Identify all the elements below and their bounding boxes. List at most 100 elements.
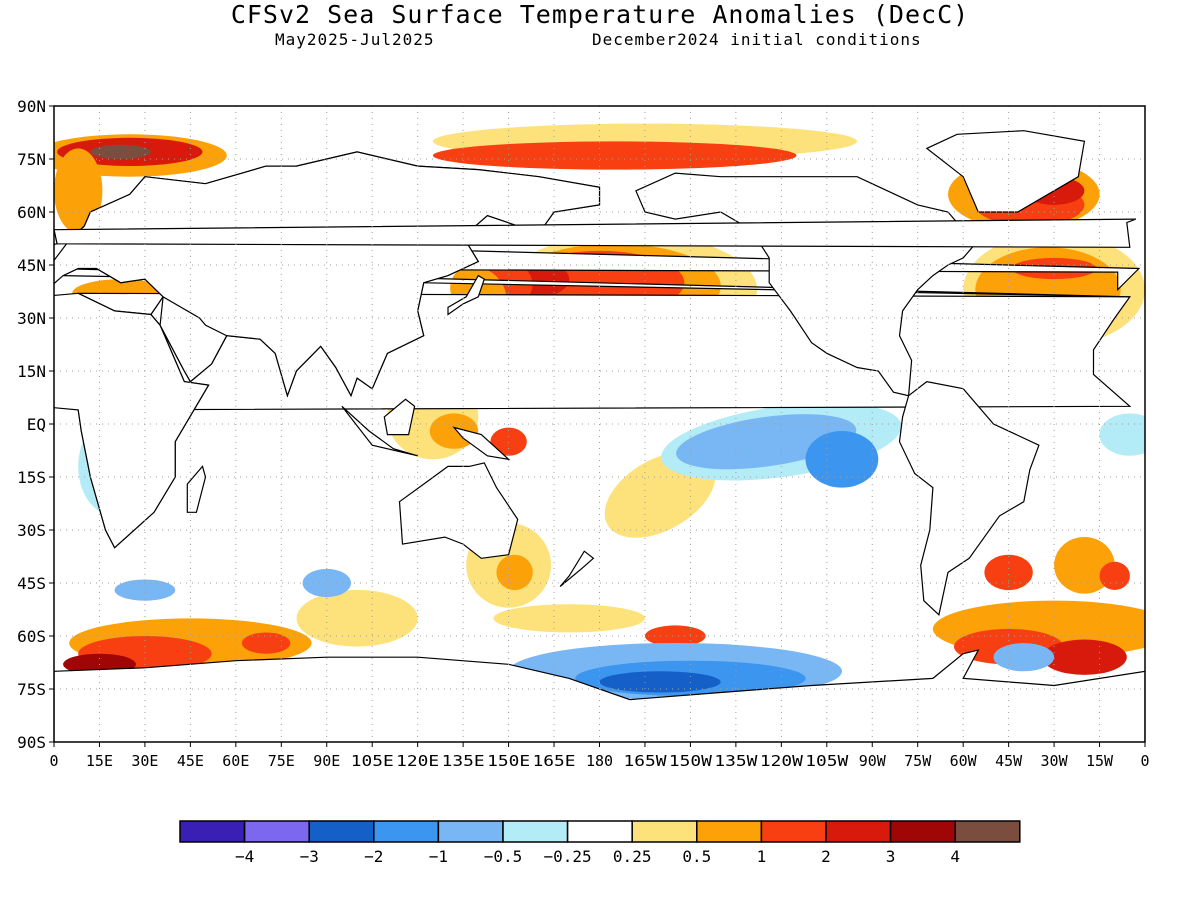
legend-swatch	[502, 820, 569, 843]
lon-label: 30E	[131, 752, 158, 770]
lon-label: 90W	[859, 752, 887, 770]
lat-label: 30N	[17, 309, 46, 328]
legend-swatch	[825, 820, 892, 843]
legend-swatch	[179, 820, 246, 843]
land-south-america	[898, 380, 1040, 616]
anomaly-blob	[90, 144, 151, 159]
lon-label: 165W	[623, 752, 667, 770]
lon-label: 15W	[1086, 752, 1114, 770]
lat-label: 60N	[17, 203, 46, 222]
anomaly-blob	[1042, 639, 1127, 675]
legend-swatch	[631, 820, 698, 843]
lon-label: 105E	[351, 752, 394, 770]
lat-label: 75S	[17, 680, 46, 699]
legend-swatch	[308, 820, 375, 843]
lat-label: 75N	[17, 150, 46, 169]
anomaly-blob	[302, 568, 351, 598]
lon-label: 60W	[950, 752, 978, 770]
land-japan	[447, 274, 486, 316]
legend-label: −1	[429, 847, 448, 866]
anomaly-blob	[114, 579, 176, 601]
legend-swatch	[889, 820, 956, 843]
gridlines	[54, 106, 1145, 742]
legend-label: 0.25	[613, 847, 652, 866]
lon-label: 60E	[222, 752, 249, 770]
lon-label: 165E	[533, 752, 576, 770]
anomaly-blob	[490, 427, 527, 456]
legend-label: −0.5	[484, 847, 523, 866]
land-africa-wrap	[54, 292, 210, 549]
anomaly-blob	[493, 604, 645, 633]
lon-label: 90E	[313, 752, 340, 770]
lon-label: 0	[49, 752, 58, 770]
lat-label: 15S	[17, 468, 46, 487]
lat-label: 90N	[17, 97, 46, 116]
anomaly-blob	[645, 625, 706, 647]
anomaly-blob	[241, 632, 291, 654]
lon-label: 0	[1140, 752, 1149, 770]
anomaly-blob	[993, 643, 1055, 672]
lat-label: 45S	[17, 574, 46, 593]
legend-swatch	[437, 820, 504, 843]
legend-label: 4	[950, 847, 960, 866]
lat-label: 30S	[17, 521, 46, 540]
lon-label: 45W	[995, 752, 1023, 770]
lon-label: 105W	[805, 752, 849, 770]
land-greenland	[925, 130, 1086, 213]
anomaly-blob	[432, 141, 797, 170]
land-antarctica	[54, 649, 1145, 742]
lat-label: 90S	[17, 733, 46, 752]
legend-swatch	[760, 820, 827, 843]
initial-conditions: December2024 initial conditions	[592, 30, 922, 49]
land-indonesia	[341, 405, 418, 457]
anomaly-blob	[984, 554, 1033, 591]
land-new-guinea	[452, 426, 511, 461]
lon-label: 30W	[1041, 752, 1069, 770]
latitude-labels: 90N 75N 60N 45N 30N 15N EQ 15S 30S 45S 60S 75S 90S	[17, 97, 54, 752]
lat-label: EQ	[27, 415, 46, 434]
lon-label: 135W	[714, 752, 758, 770]
color-legend: −4 −3 −2 −1 −0.5 −0.25 0.25 0.5 1 2 3 4	[179, 820, 1021, 866]
legend-swatch	[243, 820, 310, 843]
lon-label: 120W	[760, 752, 804, 770]
land-borneo	[383, 398, 416, 436]
lat-label: 60S	[17, 627, 46, 646]
land-madagascar	[186, 465, 207, 513]
legend-label: −4	[235, 847, 254, 866]
legend-label: 3	[886, 847, 896, 866]
land-australia	[398, 462, 519, 559]
lon-label: 150E	[487, 752, 530, 770]
lon-label: 150W	[669, 752, 713, 770]
land-arabia-fill	[159, 295, 228, 383]
legend-swatch	[566, 820, 633, 843]
legend-label: −3	[300, 847, 319, 866]
legend-swatch	[373, 820, 440, 843]
legend-label: −0.25	[544, 847, 592, 866]
anomaly-blob	[805, 431, 879, 488]
anomaly-blob	[296, 590, 418, 647]
anomaly-blob	[1099, 561, 1130, 591]
lat-label: 45N	[17, 256, 46, 275]
legend-label: 1	[757, 847, 767, 866]
anomaly-blob	[1054, 537, 1115, 594]
lat-label: 15N	[17, 362, 46, 381]
legend-swatch	[696, 820, 763, 843]
legend-label: 0.5	[682, 847, 711, 866]
longitude-labels: 0 15E 30E 45E 60E 75E 90E 105E 120E 135E 150E 165E 1…	[49, 742, 1150, 770]
legend-swatch	[954, 820, 1021, 843]
anomaly-blob	[1099, 413, 1145, 456]
forecast-period: May2025-Jul2025	[275, 30, 435, 49]
lon-label: 45E	[177, 752, 204, 770]
lon-label: 135E	[442, 752, 485, 770]
anomaly-blob	[496, 554, 533, 591]
lon-label: 75W	[904, 752, 932, 770]
figure-title: CFSv2 Sea Surface Temperature Anomalies …	[230, 0, 970, 29]
lon-label: 180	[586, 752, 613, 770]
lon-label: 75E	[268, 752, 295, 770]
lon-label: 15E	[86, 752, 113, 770]
legend-label: 2	[821, 847, 831, 866]
lon-label: 120E	[396, 752, 439, 770]
legend-label: −2	[364, 847, 383, 866]
